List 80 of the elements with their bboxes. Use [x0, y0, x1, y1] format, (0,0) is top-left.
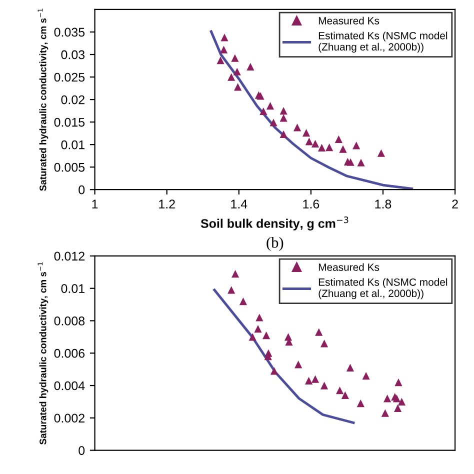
point — [377, 149, 385, 157]
x-tick-label: 1.4 — [231, 200, 248, 208]
legend-label: Estimated Ks (NSMC model (Zhuang et al., 2000b)) — [318, 278, 448, 300]
y-tick-label: 0.006 — [54, 348, 85, 358]
point — [334, 135, 342, 143]
x-tick-label: 1 — [92, 200, 98, 208]
point — [294, 360, 302, 368]
y-tick-label: 0.02 — [61, 95, 84, 104]
y-tick-label: 0.002 — [54, 414, 84, 423]
x-axis-title: Soil bulk density, g cm$^{−3}$ — [200, 216, 348, 230]
point — [346, 158, 354, 166]
legend-label: Measured Ks — [318, 263, 380, 271]
point — [320, 340, 328, 348]
y-axis-title: Saturated hydraulic conductivity, cm s$^{−1}$ — [38, 262, 48, 445]
y-tick-label: 0.008 — [54, 316, 85, 326]
y-tick-label: 0.01 — [61, 140, 84, 150]
point — [254, 325, 262, 333]
point — [228, 286, 236, 294]
point — [356, 400, 364, 408]
y-tick-label: 0 — [78, 446, 85, 455]
y-tick-label: 0.012 — [54, 252, 84, 261]
point — [302, 129, 310, 137]
point — [228, 73, 236, 81]
point — [381, 409, 389, 417]
x-tick-label: 1.2 — [159, 200, 175, 208]
chart-title: (b) — [266, 237, 284, 251]
point — [246, 62, 254, 70]
point — [231, 270, 240, 278]
point — [280, 114, 288, 122]
x-tick-label: 1.6 — [303, 200, 320, 209]
point — [239, 298, 248, 306]
point — [270, 367, 278, 375]
y-tick-label: 0.025 — [54, 72, 85, 82]
point — [311, 375, 320, 383]
point — [394, 378, 402, 386]
point — [315, 328, 323, 336]
point — [311, 140, 320, 148]
y-axis-title: Saturated hydraulic conductivity, cm s$^{−1}$ — [38, 8, 48, 191]
y-tick-label: 0.035 — [54, 28, 85, 37]
legend-label: Estimated Ks (NSMC model (Zhuang et al., 2000b)) — [318, 32, 448, 53]
point — [262, 332, 270, 340]
point — [357, 158, 365, 166]
point — [352, 142, 360, 150]
point — [234, 83, 242, 91]
y-tick-label: 0.03 — [61, 50, 85, 60]
point — [216, 56, 224, 64]
point — [256, 314, 264, 322]
legend-label: Measured Ks — [318, 16, 380, 24]
x-tick-label: 2 — [452, 200, 458, 208]
point — [318, 144, 326, 152]
line-series — [213, 288, 355, 424]
point — [220, 34, 228, 42]
point — [266, 102, 274, 110]
point — [260, 107, 268, 116]
y-tick-label: 0 — [78, 185, 85, 194]
point — [362, 372, 370, 380]
point — [231, 54, 239, 62]
x-tick-label: 1.8 — [375, 200, 392, 209]
point — [398, 398, 406, 406]
y-tick-label: 0.01 — [61, 284, 84, 293]
y-tick-label: 0.005 — [54, 162, 85, 172]
point — [305, 138, 313, 146]
point — [248, 333, 256, 341]
point — [280, 130, 288, 138]
point — [384, 394, 392, 402]
point — [233, 68, 241, 76]
point — [346, 364, 354, 372]
point — [280, 106, 288, 115]
point — [293, 124, 302, 132]
y-tick-label: 0.004 — [54, 381, 85, 390]
point — [339, 145, 347, 153]
point — [270, 118, 278, 126]
point — [220, 46, 228, 54]
point — [326, 143, 334, 152]
point — [304, 376, 313, 384]
point — [341, 391, 349, 400]
point — [320, 382, 328, 390]
y-tick-label: 0.015 — [54, 118, 85, 127]
point — [336, 386, 344, 394]
point — [394, 404, 402, 412]
